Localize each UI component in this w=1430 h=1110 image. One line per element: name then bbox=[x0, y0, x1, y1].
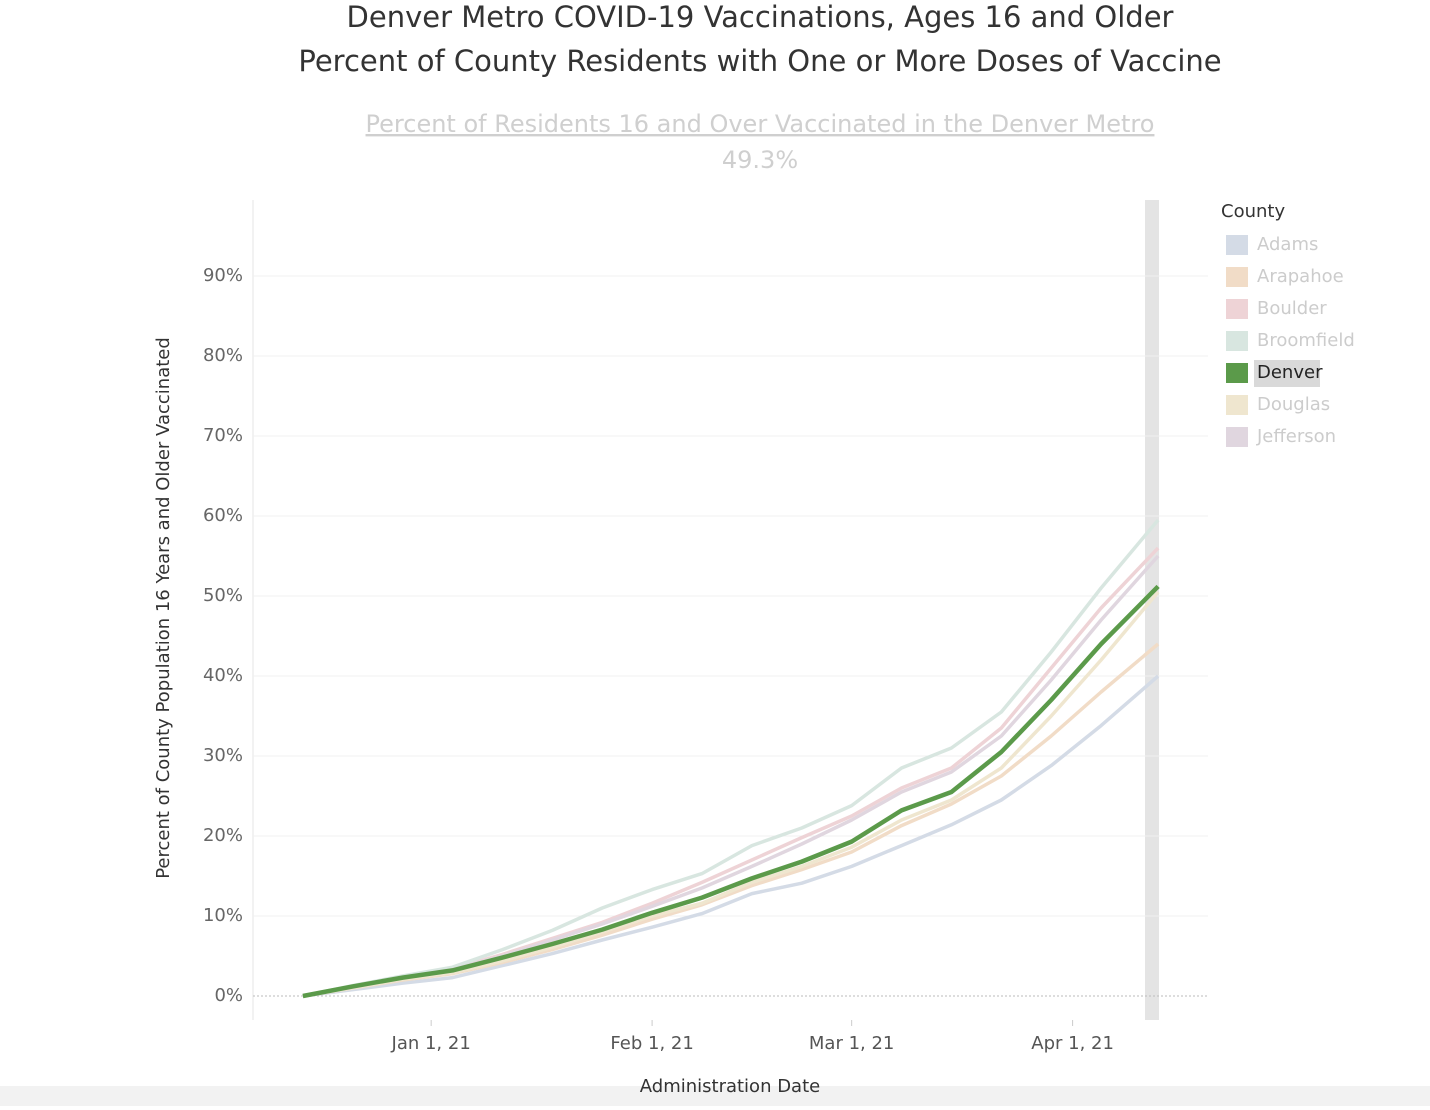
legend-label[interactable]: Denver bbox=[1257, 362, 1323, 383]
y-tick-label: 40% bbox=[203, 665, 243, 686]
summary-label: Percent of Residents 16 and Over Vaccina… bbox=[366, 110, 1155, 138]
x-tick-label: Feb 1, 21 bbox=[610, 1033, 693, 1054]
y-tick-label: 10% bbox=[203, 905, 243, 926]
legend-swatch[interactable] bbox=[1226, 299, 1248, 319]
x-axis-title: Administration Date bbox=[640, 1076, 820, 1097]
series-line bbox=[302, 674, 1160, 998]
series-line bbox=[302, 546, 1160, 998]
x-tick-label: Mar 1, 21 bbox=[809, 1033, 894, 1054]
y-tick-label: 70% bbox=[203, 425, 243, 446]
y-tick-label: 0% bbox=[214, 985, 243, 1006]
y-tick-label: 60% bbox=[203, 505, 243, 526]
footer-strip bbox=[0, 1086, 1430, 1106]
legend-label[interactable]: Arapahoe bbox=[1257, 266, 1344, 287]
legend-swatch[interactable] bbox=[1226, 363, 1248, 383]
legend-swatch[interactable] bbox=[1226, 235, 1248, 255]
y-tick-label: 90% bbox=[203, 265, 243, 286]
x-tick-label: Apr 1, 21 bbox=[1031, 1033, 1114, 1054]
series-line bbox=[302, 518, 1160, 998]
legend-label[interactable]: Boulder bbox=[1257, 298, 1327, 319]
y-tick-label: 30% bbox=[203, 745, 243, 766]
legend-title: County bbox=[1221, 201, 1285, 222]
y-tick-label: 80% bbox=[203, 345, 243, 366]
series-line bbox=[302, 554, 1160, 998]
x-tick-label: Jan 1, 21 bbox=[391, 1033, 471, 1054]
y-tick-label: 50% bbox=[203, 585, 243, 606]
legend-label[interactable]: Broomfield bbox=[1257, 330, 1355, 351]
series-line bbox=[302, 642, 1160, 998]
legend-swatch[interactable] bbox=[1226, 267, 1248, 287]
legend-swatch[interactable] bbox=[1226, 331, 1248, 351]
chart-subtitle: Percent of County Residents with One or … bbox=[298, 44, 1221, 78]
legend-swatch[interactable] bbox=[1226, 395, 1248, 415]
legend-label[interactable]: Jefferson bbox=[1256, 426, 1336, 447]
legend-label[interactable]: Adams bbox=[1257, 234, 1318, 255]
summary-value: 49.3% bbox=[722, 146, 798, 174]
y-tick-label: 20% bbox=[203, 825, 243, 846]
highlight-line bbox=[302, 584, 1160, 999]
chart-title: Denver Metro COVID-19 Vaccinations, Ages… bbox=[347, 0, 1174, 34]
legend-label[interactable]: Douglas bbox=[1257, 394, 1330, 415]
series-line bbox=[302, 590, 1160, 998]
y-axis-title: Percent of County Population 16 Years an… bbox=[153, 337, 174, 879]
highlight-band bbox=[1145, 200, 1159, 1020]
legend-swatch[interactable] bbox=[1226, 427, 1248, 447]
legend-highlight bbox=[1254, 360, 1320, 387]
